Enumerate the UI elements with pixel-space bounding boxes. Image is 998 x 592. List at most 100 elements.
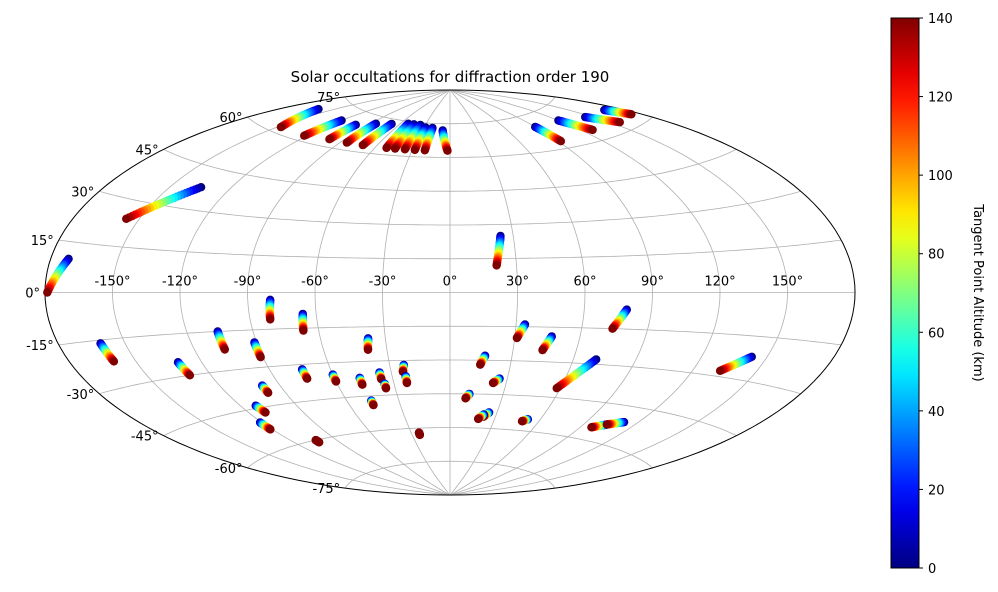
occultation-track: [476, 351, 490, 369]
data-point: [266, 315, 275, 324]
data-point: [587, 423, 596, 432]
parallel-line: [58, 239, 842, 260]
colorbar-tick-label: 140: [928, 12, 953, 27]
colorbar-gradient: [890, 17, 920, 569]
occultation-track: [492, 231, 505, 270]
longitude-tick-label: 150°: [772, 275, 803, 290]
occultation-track: [251, 401, 270, 417]
occultation-track: [358, 119, 396, 150]
occultation-track: [538, 332, 556, 355]
occultation-track: [512, 320, 530, 343]
occultation-track: [554, 116, 597, 135]
occultation-track: [258, 381, 273, 397]
data-point: [363, 345, 373, 354]
data-point: [492, 261, 501, 270]
data-point: [220, 345, 229, 354]
occultation-track: [255, 418, 275, 434]
data-point: [715, 366, 725, 375]
colorbar-tick-label: 80: [928, 248, 945, 263]
latitude-tick-label: 15°: [31, 234, 54, 249]
data-point: [43, 288, 52, 297]
occultation-track: [608, 305, 631, 333]
occultation-track: [342, 119, 381, 147]
longitude-tick-label: -120°: [162, 275, 198, 290]
longitude-tick-label: -30°: [369, 275, 397, 290]
data-point: [512, 333, 522, 343]
data-point: [415, 430, 424, 440]
latitude-tick-label: 45°: [136, 143, 159, 158]
longitude-tick-label: 120°: [704, 275, 735, 290]
data-point: [488, 378, 498, 388]
occultation-track: [122, 183, 206, 223]
colorbar-ticks: 0 20 40 60 80 100 120 140: [919, 12, 953, 577]
data-point: [109, 357, 119, 366]
occultation-track: [473, 410, 488, 424]
data-point: [402, 378, 412, 388]
occultation-track: [488, 374, 504, 388]
parallel-line: [344, 96, 556, 125]
colorbar-tick-label: 0: [928, 562, 936, 577]
parallel-line: [247, 116, 653, 158]
data-point: [276, 122, 286, 132]
colorbar-tick-label: 40: [928, 405, 945, 420]
longitude-tick-label: -150°: [94, 275, 130, 290]
occultation-track: [297, 365, 312, 383]
colorbar-tick-label: 20: [928, 483, 945, 498]
occultation-track: [401, 372, 412, 388]
data-point: [185, 371, 195, 380]
data-point: [473, 414, 483, 424]
occultation-track: [173, 358, 195, 380]
longitude-tick-label: -90°: [234, 275, 262, 290]
occultation-track: [400, 120, 425, 154]
data-point: [410, 145, 419, 155]
data-point: [602, 420, 611, 429]
occultation-track: [438, 126, 452, 155]
latitude-tick-label: 60°: [219, 111, 242, 126]
parallel-line: [163, 148, 737, 192]
occultation-track: [715, 352, 756, 375]
occultation-points: [43, 104, 756, 447]
occultation-track: [380, 379, 391, 393]
parallel-line: [99, 359, 801, 395]
data-point: [266, 425, 275, 434]
colorbar-tick-label: 100: [928, 169, 953, 184]
occultation-track: [96, 339, 119, 366]
latitude-tick-label: -30°: [67, 388, 95, 403]
longitude-tick-label: 90°: [641, 275, 664, 290]
occultation-track: [328, 370, 341, 386]
data-point: [400, 145, 410, 154]
occultation-track: [355, 373, 367, 389]
data-point: [315, 438, 324, 447]
occultation-track: [517, 415, 533, 426]
grid-lines: [45, 89, 855, 496]
data-point: [122, 214, 131, 223]
data-point: [382, 143, 391, 153]
occultation-track: [325, 120, 360, 144]
parallel-line: [58, 325, 842, 346]
parallel-line: [163, 393, 737, 437]
latitude-tick-label: -60°: [215, 462, 243, 477]
data-point: [517, 417, 527, 426]
latitude-tick-label: 30°: [71, 185, 94, 200]
data-point: [325, 135, 334, 144]
occultation-track: [531, 122, 566, 146]
colorbar-tick-label: 60: [928, 326, 945, 341]
occultation-track: [250, 338, 265, 362]
occultation-track: [363, 334, 373, 354]
data-point: [264, 388, 273, 397]
data-point: [261, 408, 270, 417]
longitude-tick-labels: -150° -120° -90° -60° -30° 0° 30° 60° 90° 120° 150…: [94, 275, 803, 290]
latitude-tick-labels: -75° -60° -45° -30° -15° 0° 15° 30° 45° 60° 75°: [25, 91, 340, 497]
occultation-track: [367, 396, 378, 410]
latitude-tick-label: 0°: [25, 287, 40, 302]
chart-title: Solar occultations for diffraction order…: [291, 68, 610, 86]
longitude-tick-label: 0°: [443, 275, 458, 290]
data-point: [615, 118, 624, 127]
data-point: [461, 394, 470, 403]
latitude-tick-label: 75°: [317, 91, 340, 106]
data-point: [588, 125, 597, 135]
occultation-track: [43, 254, 73, 297]
occultation-track: [600, 105, 636, 119]
latitude-tick-label: -15°: [26, 339, 54, 354]
